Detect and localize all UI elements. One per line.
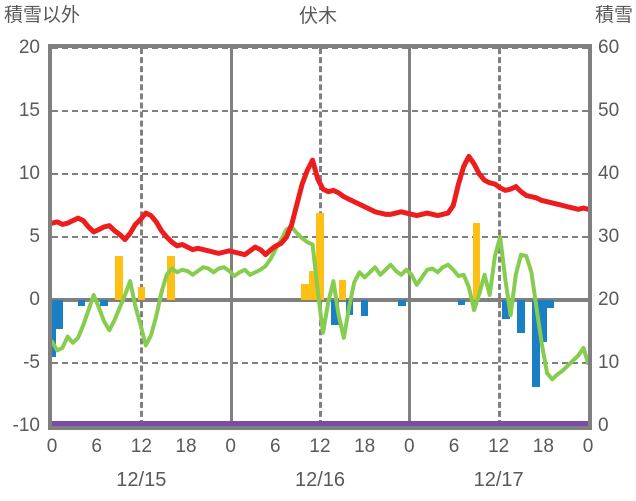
x-axis-tick: 12 xyxy=(130,436,152,457)
precipitation-bar xyxy=(316,213,324,300)
y-axis-tick-left: 15 xyxy=(18,100,40,121)
day-separator-line xyxy=(408,48,412,426)
y-axis-tick-left: 10 xyxy=(18,163,40,184)
y-axis-tick-right: 20 xyxy=(598,289,620,310)
y-axis-tick-right: 40 xyxy=(598,163,620,184)
snow-depth-line xyxy=(52,421,588,426)
x-axis-tick: 0 xyxy=(404,436,415,457)
snow-change-bar xyxy=(547,300,555,308)
left-axis-unit-label: 積雪以外 xyxy=(4,5,81,26)
snow-change-bar xyxy=(100,300,108,307)
y-axis-tick-left: -5 xyxy=(23,352,40,373)
x-axis-day-label: 12/17 xyxy=(473,469,524,491)
line-series-layer xyxy=(52,153,588,382)
precipitation-bar xyxy=(301,283,309,300)
precipitation-bar xyxy=(167,255,175,300)
plot-area xyxy=(48,44,592,430)
precipitation-bar xyxy=(338,279,347,300)
x-axis-tick: 12 xyxy=(488,436,510,457)
y-axis-tick-right: 60 xyxy=(598,37,620,58)
x-axis-tick: 18 xyxy=(354,436,376,457)
y-axis-tick-right: 0 xyxy=(598,415,609,436)
snow-change-bar xyxy=(502,300,510,319)
y-axis-tick-left: -10 xyxy=(12,415,40,436)
snow-change-bar xyxy=(55,300,64,329)
x-axis-tick: 6 xyxy=(91,436,102,457)
x-axis-tick: 18 xyxy=(532,436,554,457)
snow-change-bar xyxy=(331,300,339,326)
y-axis-tick-left: 0 xyxy=(29,289,40,310)
snow-change-bar xyxy=(398,300,406,307)
x-axis-tick: 18 xyxy=(175,436,197,457)
precipitation-bar xyxy=(472,223,481,300)
snow-change-bar xyxy=(532,300,540,387)
y-axis-tick-right: 50 xyxy=(598,100,620,121)
x-axis-tick: 0 xyxy=(46,436,58,457)
plot-inner xyxy=(52,48,588,426)
wind-line xyxy=(52,224,588,382)
y-axis-tick-right: 10 xyxy=(598,352,620,373)
x-axis-tick: 12 xyxy=(309,436,331,457)
precipitation-bar xyxy=(308,271,317,300)
y-axis-tick-left: 20 xyxy=(18,37,40,58)
y-axis-tick-left: 5 xyxy=(29,226,40,247)
snow-change-bar xyxy=(457,300,466,306)
x-axis-tick: 0 xyxy=(582,436,594,457)
day-separator-line xyxy=(229,48,233,426)
x-axis-tick: 0 xyxy=(225,436,236,457)
snow-change-bar xyxy=(539,300,548,342)
y-axis-tick-right: 30 xyxy=(598,226,620,247)
snow-change-bar xyxy=(517,300,525,333)
snow-change-bar xyxy=(78,300,86,307)
snow-change-bar xyxy=(360,300,369,317)
x-axis-tick: 6 xyxy=(270,436,281,457)
page-title: 伏木 xyxy=(298,6,337,27)
x-axis-day-label: 12/15 xyxy=(116,469,167,491)
right-axis-unit-label: 積雪 xyxy=(594,5,633,26)
gridline-noon xyxy=(140,48,144,426)
temperature-line xyxy=(52,153,588,258)
precipitation-bar xyxy=(137,287,146,300)
x-axis-tick: 6 xyxy=(448,436,460,457)
x-axis-day-label: 12/16 xyxy=(294,469,346,491)
snow-change-bar xyxy=(52,300,56,357)
precipitation-bar xyxy=(115,255,123,300)
